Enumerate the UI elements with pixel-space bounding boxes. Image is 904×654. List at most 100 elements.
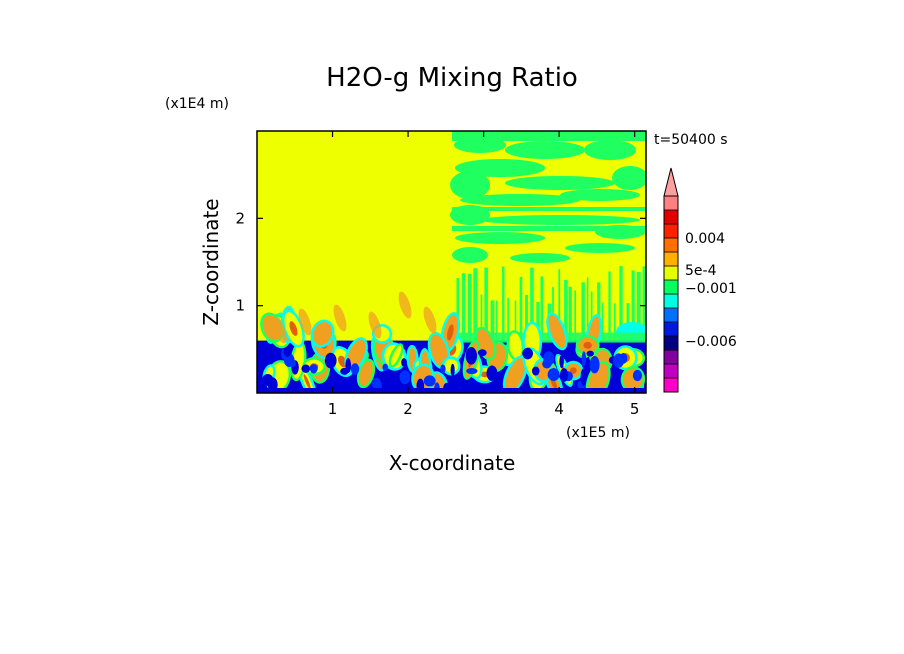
field-streak	[613, 353, 625, 368]
field-streak	[340, 367, 349, 375]
field-green-cell	[455, 232, 545, 244]
field-band	[452, 131, 646, 141]
y-tick-label: 2	[235, 209, 245, 227]
colorbar-segment	[664, 336, 678, 351]
plot-frame	[256, 130, 647, 394]
field-green-cell	[505, 141, 585, 159]
field-streak	[290, 359, 296, 367]
field-cell	[346, 339, 366, 370]
colorbar-segment	[664, 210, 678, 225]
field-streak	[399, 370, 411, 385]
field-cell-core	[303, 374, 311, 390]
field-streak	[262, 373, 274, 386]
field-cell-core	[583, 341, 592, 349]
field-green-cell	[565, 243, 635, 253]
field-cell	[390, 345, 402, 366]
field-plume-cell	[298, 308, 312, 336]
field-green-cell	[505, 176, 615, 190]
x-axis-label: X-coordinate	[389, 451, 516, 475]
field-streak	[559, 354, 564, 369]
field-streak	[522, 347, 533, 360]
colorbar-label: 0.004	[685, 231, 725, 247]
field-plume	[502, 266, 505, 393]
field-surface	[257, 388, 646, 393]
field-band	[452, 207, 646, 211]
colorbar-label: −0.001	[685, 281, 737, 297]
field-streak	[466, 367, 478, 375]
field-streak	[450, 363, 455, 377]
x-tick-label: 5	[630, 400, 640, 418]
x-axis: 1 2 3 4 5	[328, 131, 640, 418]
field-cell	[430, 334, 448, 367]
field-cell	[505, 357, 526, 392]
x-unit-label: (x1E5 m)	[566, 425, 630, 441]
colorbar-segment	[664, 294, 678, 309]
field-cell-core	[447, 324, 454, 341]
field-streak	[589, 355, 600, 374]
field-green-cell	[510, 253, 570, 263]
field-plume-cell	[368, 311, 382, 339]
colorbar-segment	[664, 196, 678, 211]
field-streak	[382, 363, 389, 372]
field-streak	[309, 364, 318, 373]
field-cell-core	[569, 367, 577, 374]
field-green-cell	[460, 194, 580, 206]
field-plume-cell	[398, 291, 412, 319]
colorbar-segment	[664, 266, 678, 281]
field-streak	[542, 359, 552, 369]
colorbar-segment	[664, 252, 678, 267]
field-streak	[547, 368, 560, 382]
field-streak	[440, 364, 446, 374]
field-green-cell	[612, 166, 646, 190]
field-streak	[486, 365, 498, 382]
field-streak	[324, 352, 337, 369]
x-tick-label: 1	[328, 400, 338, 418]
field-plume	[473, 268, 478, 393]
field-streak	[581, 351, 587, 367]
field-streak	[350, 363, 360, 375]
y-unit-label: (x1E4 m)	[165, 96, 229, 112]
field-streak	[283, 347, 291, 358]
colorbar-segment	[664, 378, 678, 393]
field-streak	[401, 358, 407, 367]
field-streak	[465, 347, 478, 365]
colorbar-segment	[664, 280, 678, 295]
colorbar-segment	[664, 322, 678, 337]
field-green-cell	[480, 215, 640, 225]
colorbar: 0.004 5e-4 −0.001 −0.006	[663, 167, 737, 393]
field-plume	[608, 271, 611, 393]
field-cell	[359, 361, 373, 386]
y-tick-label: 1	[235, 297, 245, 315]
field-cell	[313, 322, 333, 346]
colorbar-segment	[664, 238, 678, 253]
field-streak	[477, 349, 487, 357]
field-streak	[586, 350, 594, 357]
colorbar-segment	[664, 224, 678, 239]
x-tick-label: 4	[554, 400, 564, 418]
field-cell-core	[289, 321, 298, 336]
y-axis-label: Z-coordinate	[199, 198, 223, 325]
field-streak	[301, 364, 311, 373]
field-green-cell	[452, 247, 488, 263]
colorbar-label: −0.006	[685, 334, 737, 350]
field-green-cell	[450, 171, 490, 199]
field-green-cell	[454, 137, 506, 153]
colorbar-frame	[663, 195, 679, 393]
contour-field	[257, 131, 646, 393]
field-plume-cell	[333, 304, 347, 332]
x-tick-label: 3	[479, 400, 489, 418]
colorbar-segment	[664, 350, 678, 365]
field-band	[452, 332, 646, 343]
field-green-cell	[560, 189, 640, 201]
colorbar-label: 5e-4	[685, 263, 717, 279]
time-label: t=50400 s	[654, 132, 728, 148]
colorbar-arrow	[663, 167, 679, 197]
field-plume-cell	[423, 306, 437, 334]
field-band	[452, 226, 646, 231]
field-plume-cell	[273, 316, 287, 344]
field-streak	[632, 369, 643, 382]
field-streak	[560, 368, 569, 382]
field-streak	[389, 373, 400, 391]
field-cell	[548, 315, 566, 348]
